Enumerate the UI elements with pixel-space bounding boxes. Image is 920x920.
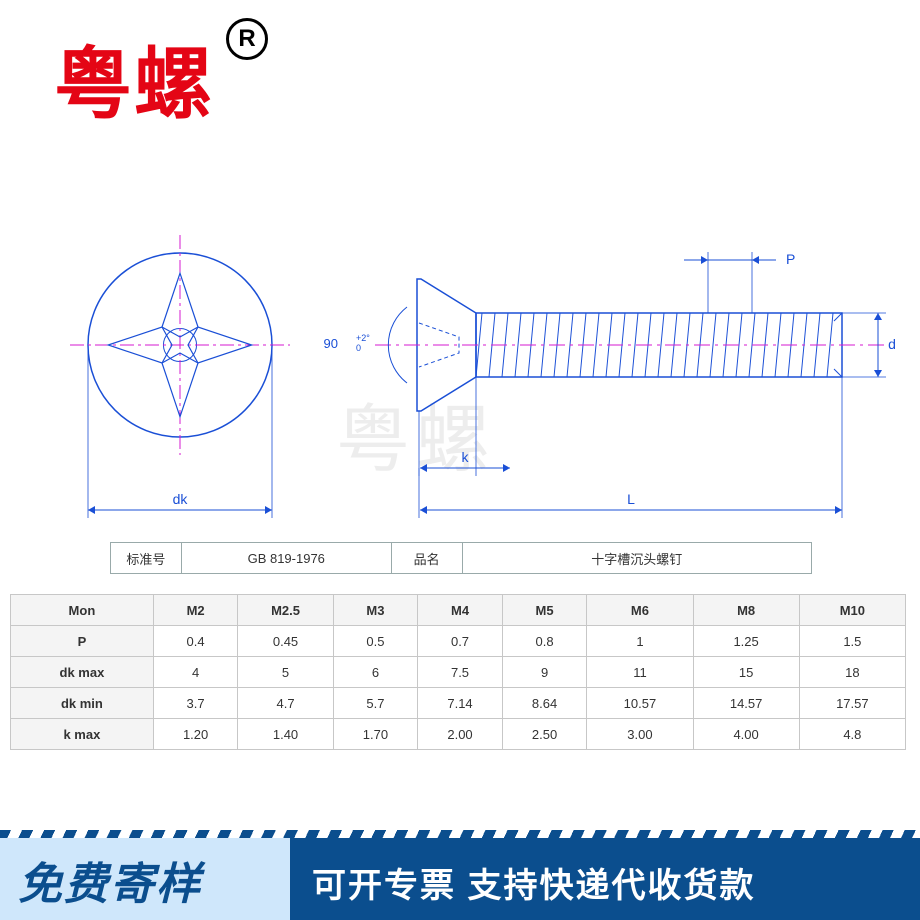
col-header: M2 xyxy=(153,595,238,626)
svg-text:0: 0 xyxy=(356,343,361,353)
cell: 4.00 xyxy=(693,719,799,750)
cell: 2.50 xyxy=(502,719,587,750)
cell: 1.25 xyxy=(693,626,799,657)
cell: 4 xyxy=(153,657,238,688)
col-header: M8 xyxy=(693,595,799,626)
cell: 8.64 xyxy=(502,688,587,719)
svg-text:+2°: +2° xyxy=(356,333,370,343)
col-header: M2.5 xyxy=(238,595,333,626)
cell: 10.57 xyxy=(587,688,693,719)
cell: 14.57 xyxy=(693,688,799,719)
col-header: M4 xyxy=(418,595,503,626)
footer-banner: 免费寄样 可开专票 支持快递代收货款 xyxy=(0,810,920,920)
col-header: M5 xyxy=(502,595,587,626)
cell: 7.14 xyxy=(418,688,503,719)
row-header: dk min xyxy=(11,688,154,719)
cell: 0.7 xyxy=(418,626,503,657)
spec-table: MonM2M2.5M3M4M5M6M8M10 P0.40.450.50.70.8… xyxy=(10,594,906,750)
cell: 11 xyxy=(587,657,693,688)
cell: 0.4 xyxy=(153,626,238,657)
cell: 4.7 xyxy=(238,688,333,719)
row-header: P xyxy=(11,626,154,657)
info-cell: 标准号 xyxy=(111,543,182,573)
cell: 4.8 xyxy=(799,719,905,750)
info-cell: 十字槽沉头螺钉 xyxy=(463,543,812,573)
cell: 0.45 xyxy=(238,626,333,657)
cell: 7.5 xyxy=(418,657,503,688)
col-header: Mon xyxy=(11,595,154,626)
cell: 2.00 xyxy=(418,719,503,750)
footer-stripe xyxy=(0,830,920,838)
cell: 5 xyxy=(238,657,333,688)
svg-text:90: 90 xyxy=(324,336,338,351)
svg-text:d: d xyxy=(888,336,896,352)
standard-info-strip: 标准号GB 819-1976品名十字槽沉头螺钉 xyxy=(110,542,812,574)
col-header: M6 xyxy=(587,595,693,626)
col-header: M3 xyxy=(333,595,418,626)
cell: 1.70 xyxy=(333,719,418,750)
cell: 1.5 xyxy=(799,626,905,657)
cell: 0.8 xyxy=(502,626,587,657)
info-cell: GB 819-1976 xyxy=(182,543,392,573)
footer-right-text: 可开专票 支持快递代收货款 xyxy=(312,858,755,907)
cell: 1.20 xyxy=(153,719,238,750)
cell: 3.7 xyxy=(153,688,238,719)
cell: 17.57 xyxy=(799,688,905,719)
cell: 9 xyxy=(502,657,587,688)
row-header: dk max xyxy=(11,657,154,688)
cell: 6 xyxy=(333,657,418,688)
cell: 18 xyxy=(799,657,905,688)
cell: 1.40 xyxy=(238,719,333,750)
svg-text:k: k xyxy=(462,449,470,465)
row-header: k max xyxy=(11,719,154,750)
footer-left-text: 免费寄样 xyxy=(18,848,202,912)
cell: 1 xyxy=(587,626,693,657)
cell: 15 xyxy=(693,657,799,688)
col-header: M10 xyxy=(799,595,905,626)
cell: 5.7 xyxy=(333,688,418,719)
info-cell: 品名 xyxy=(392,543,463,573)
engineering-diagram: dk 90 +2°0 k L Pd xyxy=(0,0,920,560)
svg-text:L: L xyxy=(627,491,635,507)
svg-text:P: P xyxy=(786,251,795,267)
cell: 0.5 xyxy=(333,626,418,657)
svg-text:dk: dk xyxy=(173,491,189,507)
cell: 3.00 xyxy=(587,719,693,750)
